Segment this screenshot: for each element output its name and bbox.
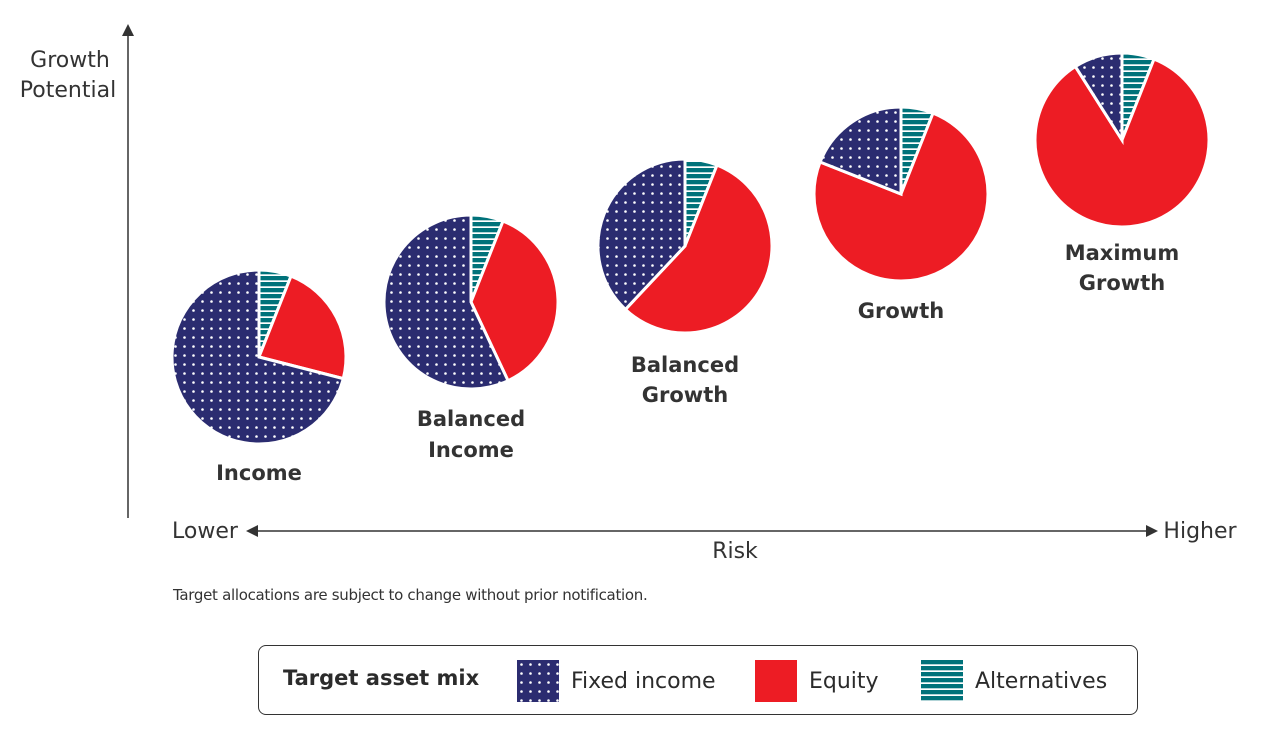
pie-label: Balanced xyxy=(631,353,739,377)
pie-slice-equity xyxy=(469,219,560,383)
legend: Target asset mix Fixed income Equity Alt… xyxy=(258,645,1138,715)
x-axis-lower-label: Lower xyxy=(172,519,239,544)
legend-title: Target asset mix xyxy=(283,666,480,690)
pie-label: Growth xyxy=(1079,271,1165,295)
pie-label: Income xyxy=(216,461,302,485)
pie-label: Growth xyxy=(642,383,728,407)
x-axis-higher-label: Higher xyxy=(1163,519,1237,544)
pie-label: Growth xyxy=(858,299,944,323)
risk-growth-pie-chart: Growth Potential Lower Higher Risk Incom… xyxy=(20,24,1238,564)
legend-item-alternatives: Alternatives xyxy=(921,660,1107,702)
pie-label: Income xyxy=(428,438,514,462)
pie-label: Maximum xyxy=(1065,241,1180,265)
pie-slice-equity xyxy=(623,163,774,335)
legend-item-equity: Equity xyxy=(755,660,879,702)
pie-slice-fixed-income xyxy=(382,213,511,391)
legend-item-fixed-income: Fixed income xyxy=(517,660,716,702)
equity-swatch xyxy=(755,660,797,702)
pie-slice-equity xyxy=(256,274,348,381)
pie-slice-fixed-income xyxy=(818,105,903,197)
disclaimer-note: Target allocations are subject to change… xyxy=(173,586,648,604)
y-axis-label-line2: Potential xyxy=(20,78,116,103)
pie-slice-fixed-income xyxy=(170,268,346,446)
pie-slice-equity xyxy=(812,111,990,283)
pie-slice-fixed-income xyxy=(1073,51,1124,146)
alternatives-swatch xyxy=(921,660,963,702)
pie-label: Balanced xyxy=(417,407,525,431)
pie-slice-fixed-income xyxy=(596,157,687,312)
legend-label: Fixed income xyxy=(571,668,716,694)
y-axis-label-line1: Growth xyxy=(30,48,110,73)
legend-label: Alternatives xyxy=(975,668,1108,694)
fixed-income-swatch xyxy=(517,660,559,702)
x-axis-label: Risk xyxy=(712,539,758,564)
legend-label: Equity xyxy=(809,668,879,694)
pie-slice-equity xyxy=(1033,57,1211,229)
